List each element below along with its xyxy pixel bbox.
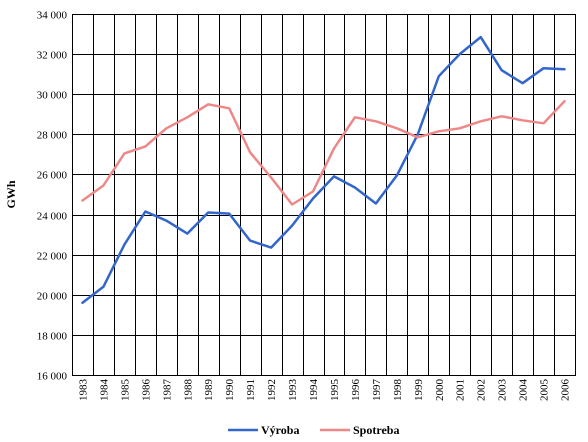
y-tick-label: 26 000 bbox=[37, 170, 68, 182]
legend-label-vyroba: Výroba bbox=[261, 423, 299, 437]
y-axis-label: GWh bbox=[4, 180, 18, 208]
x-tick-label: 2004 bbox=[518, 379, 530, 402]
legend: Výroba Spotreba bbox=[228, 423, 399, 437]
y-tick-label: 28 000 bbox=[37, 130, 68, 142]
legend-label-spotreba: Spotreba bbox=[353, 423, 399, 437]
x-tick-label: 1997 bbox=[371, 379, 383, 402]
x-tick-label: 2000 bbox=[434, 379, 446, 402]
y-tick-label: 22 000 bbox=[37, 251, 68, 263]
x-tick-label: 1996 bbox=[350, 379, 362, 402]
x-tick-label: 2006 bbox=[560, 379, 572, 402]
x-tick-label: 1991 bbox=[245, 379, 257, 401]
x-tick-label: 1988 bbox=[182, 379, 194, 402]
series-lines bbox=[81, 35, 566, 305]
x-tick-label: 1994 bbox=[308, 379, 320, 402]
x-tick-label: 1999 bbox=[413, 379, 425, 402]
x-tick-label: 1987 bbox=[161, 379, 173, 402]
y-tick-label: 24 000 bbox=[37, 211, 68, 223]
y-tick-label: 18 000 bbox=[37, 331, 68, 343]
y-axis-ticks: 16 000 18 000 20 000 22 000 24 000 26 000 28 0… bbox=[37, 10, 68, 383]
x-tick-label: 1985 bbox=[119, 379, 131, 402]
x-axis-ticks: 1983 1984 1985 1986 1987 1988 1989 1990 1991 1992… bbox=[77, 379, 571, 402]
x-tick-label: 2005 bbox=[539, 379, 551, 402]
y-tick-label: 16 000 bbox=[37, 371, 68, 383]
x-tick-label: 2003 bbox=[497, 379, 509, 402]
x-tick-label: 1984 bbox=[98, 379, 110, 402]
y-tick-label: 30 000 bbox=[37, 90, 68, 102]
x-tick-label: 1993 bbox=[287, 379, 299, 402]
x-tick-label: 1998 bbox=[392, 379, 404, 402]
x-tick-label: 1995 bbox=[329, 379, 341, 402]
y-tick-label: 20 000 bbox=[37, 291, 68, 303]
x-tick-label: 2001 bbox=[455, 379, 467, 401]
x-tick-label: 1983 bbox=[77, 379, 89, 402]
x-tick-label: 1989 bbox=[203, 379, 215, 402]
plot-frame bbox=[72, 14, 576, 376]
x-tick-label: 1990 bbox=[224, 379, 236, 402]
y-tick-label: 34 000 bbox=[37, 10, 68, 22]
series-line-0 bbox=[81, 35, 566, 305]
series-line-1 bbox=[81, 99, 566, 206]
y-tick-label: 32 000 bbox=[37, 50, 68, 62]
x-tick-label: 1992 bbox=[266, 379, 278, 401]
x-tick-label: 1986 bbox=[140, 379, 152, 402]
x-tick-label: 2002 bbox=[476, 379, 488, 401]
